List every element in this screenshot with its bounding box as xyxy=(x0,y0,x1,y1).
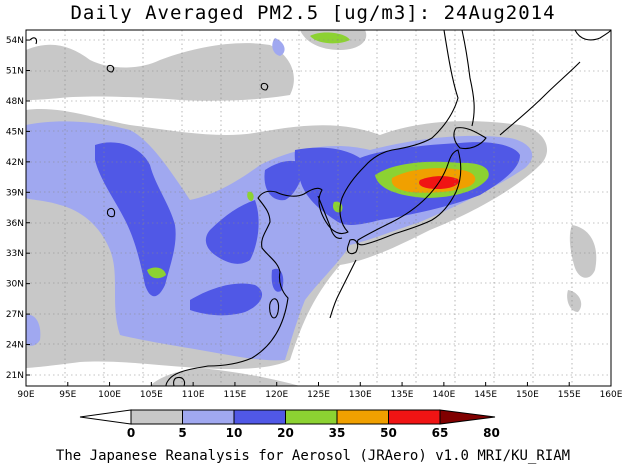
lon-tick-label: 130E xyxy=(349,390,372,400)
north-coast-fragment xyxy=(29,37,38,45)
lat-tick-label: 39N xyxy=(6,188,24,198)
footer-credit: The Japanese Reanalysis for Aerosol (JRA… xyxy=(55,448,571,464)
lon-tick-label: 155E xyxy=(558,390,581,400)
lat-tick-label: 21N xyxy=(6,371,24,381)
lat-tick-label: 42N xyxy=(6,158,24,168)
coastlines xyxy=(29,30,611,386)
honshu-coast xyxy=(356,149,462,246)
inland-lake-1 xyxy=(106,207,116,218)
lat-tick-label: 45N xyxy=(6,127,24,137)
lat-tick-label: 30N xyxy=(6,280,24,290)
colorbar-label: 20 xyxy=(277,426,294,440)
lon-tick-label: 115E xyxy=(223,390,246,400)
taiwan-coast xyxy=(269,298,280,319)
colorbar: 0 5 10 20 35 50 65 80 xyxy=(79,409,500,440)
lat-tick-label: 24N xyxy=(6,341,24,351)
colorbar-segment xyxy=(285,409,338,425)
lon-tick-label: 105E xyxy=(140,390,163,400)
colorbar-label: 35 xyxy=(329,426,346,440)
kuril-islands xyxy=(499,61,581,136)
colorbar-segment xyxy=(130,409,183,425)
lon-tick-label: 125E xyxy=(307,390,330,400)
lat-tick-label: 51N xyxy=(6,67,24,77)
lon-tick-label: 160E xyxy=(600,390,623,400)
pm25-contour-field xyxy=(26,30,597,386)
korea-coast xyxy=(317,195,343,239)
lat-tick-label: 48N xyxy=(6,97,24,107)
lon-tick-label: 100E xyxy=(98,390,121,400)
colorbar-left-arrow xyxy=(79,409,132,425)
kamchatka-coast xyxy=(574,30,611,41)
lon-tick-label: 145E xyxy=(474,390,497,400)
colorbar-label: 80 xyxy=(483,426,500,440)
lon-tick-label: 110E xyxy=(182,390,205,400)
lon-tick-label: 90E xyxy=(17,390,34,400)
sakhalin-coast xyxy=(461,30,475,127)
colorbar-segment xyxy=(336,409,389,425)
colorbar-label: 50 xyxy=(380,426,397,440)
lon-tick-label: 135E xyxy=(391,390,414,400)
asia-mainland-coast xyxy=(165,30,459,386)
latitude-axis: 21N 24N 27N 30N 33N 36N 39N 42N 45N 48N 51N 54N xyxy=(6,36,30,381)
colorbar-label: 10 xyxy=(226,426,243,440)
colorbar-segment xyxy=(233,409,286,425)
lat-tick-label: 27N xyxy=(6,310,24,320)
lat-tick-label: 36N xyxy=(6,219,24,229)
colorbar-segment xyxy=(182,409,235,425)
lon-tick-label: 120E xyxy=(265,390,288,400)
colorbar-segment xyxy=(388,409,441,425)
colorbar-right-arrow xyxy=(439,409,496,425)
colorbar-label: 0 xyxy=(127,426,135,440)
siberia-island xyxy=(260,82,269,91)
lon-tick-label: 95E xyxy=(59,390,76,400)
map-title: Daily Averaged PM2.5 [ug/m3]: 24Aug2014 xyxy=(70,2,556,24)
inland-lake-2 xyxy=(106,64,115,73)
hainan-coast xyxy=(173,376,186,386)
lon-tick-label: 140E xyxy=(432,390,455,400)
lon-tick-label: 150E xyxy=(516,390,539,400)
colorbar-label: 65 xyxy=(432,426,449,440)
lat-tick-label: 33N xyxy=(6,249,24,259)
ryukyu-islands xyxy=(329,259,357,319)
colorbar-label: 5 xyxy=(178,426,186,440)
hokkaido-coast xyxy=(453,127,487,150)
longitude-axis: 90E 95E 100E 105E 110E 115E 120E 125E 130E 135E 14… xyxy=(17,382,623,400)
lat-tick-label: 54N xyxy=(6,36,24,46)
kyushu-coast xyxy=(346,239,359,255)
